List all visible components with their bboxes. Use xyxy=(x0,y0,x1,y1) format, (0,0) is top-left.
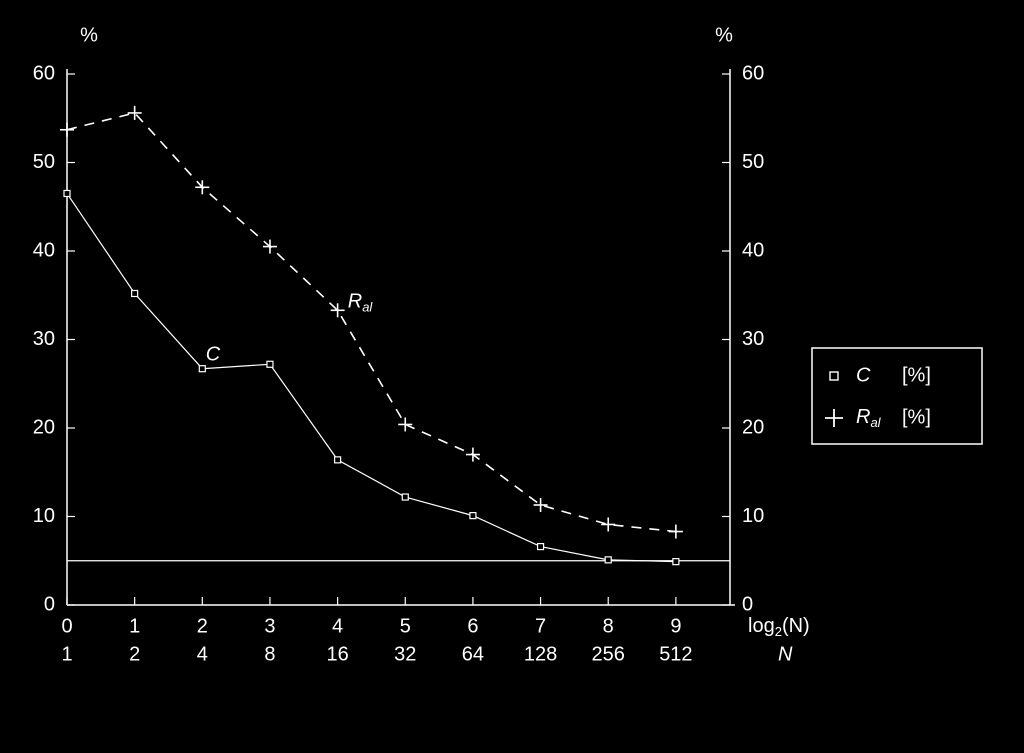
x-tick-n-512: 512 xyxy=(659,643,692,665)
y-tick-right-40: 40 xyxy=(742,239,764,261)
y-tick-right-60: 60 xyxy=(742,62,764,84)
y-tick-left-20: 20 xyxy=(33,416,55,438)
x-tick-log-4: 4 xyxy=(332,615,343,637)
y-axis-right-unit: % xyxy=(715,24,733,46)
x-tick-log-5: 5 xyxy=(400,615,411,637)
marker-C-0 xyxy=(64,190,70,196)
y-tick-right-50: 50 xyxy=(742,151,764,173)
marker-C-3 xyxy=(267,361,273,367)
x-tick-log-6: 6 xyxy=(467,615,478,637)
y-tick-left-40: 40 xyxy=(33,239,55,261)
x-tick-n-8: 8 xyxy=(264,643,275,665)
x-tick-n-2: 2 xyxy=(129,643,140,665)
marker-C-1 xyxy=(132,290,138,296)
y-tick-right-20: 20 xyxy=(742,416,764,438)
series-label-C: C xyxy=(206,344,221,366)
x-tick-n-1: 1 xyxy=(61,643,72,665)
marker-C-8 xyxy=(605,557,611,563)
y-tick-right-30: 30 xyxy=(742,328,764,350)
x-tick-n-256: 256 xyxy=(592,643,625,665)
y-tick-left-50: 50 xyxy=(33,151,55,173)
y-tick-left-10: 10 xyxy=(33,505,55,527)
x-tick-log-3: 3 xyxy=(264,615,275,637)
legend-unit-ral: [%] xyxy=(902,406,931,428)
x-tick-n-4: 4 xyxy=(197,643,208,665)
y-tick-right-10: 10 xyxy=(742,505,764,527)
marker-C-2 xyxy=(199,366,205,372)
x-tick-log-8: 8 xyxy=(603,615,614,637)
y-axis-left-unit: % xyxy=(80,24,98,46)
legend-unit-c: [%] xyxy=(902,364,931,386)
x-tick-n-64: 64 xyxy=(462,643,484,665)
marker-C-9 xyxy=(673,559,679,565)
x-tick-log-7: 7 xyxy=(535,615,546,637)
y-tick-left-30: 30 xyxy=(33,328,55,350)
marker-C-6 xyxy=(470,513,476,519)
x-tick-log-1: 1 xyxy=(129,615,140,637)
marker-C-5 xyxy=(402,494,408,500)
x-tick-log-0: 0 xyxy=(61,615,72,637)
y-tick-left-0: 0 xyxy=(44,593,55,615)
x-tick-log-2: 2 xyxy=(197,615,208,637)
x-tick-n-128: 128 xyxy=(524,643,557,665)
x-tick-n-32: 32 xyxy=(394,643,416,665)
line-chart: 0 10 20 30 40 50 60 0 10 20 30 40 50 60%% 0 1 1 2 2 4 3 8 4 16 5… xyxy=(0,0,1024,753)
x-tick-n-16: 16 xyxy=(326,643,348,665)
legend-label-c: C xyxy=(856,364,871,386)
marker-C-7 xyxy=(538,544,544,550)
x-axis-label-n: N xyxy=(778,643,793,665)
marker-C-4 xyxy=(335,457,341,463)
y-tick-right-0: 0 xyxy=(742,593,753,615)
y-tick-left-60: 60 xyxy=(33,62,55,84)
x-tick-log-9: 9 xyxy=(670,615,681,637)
